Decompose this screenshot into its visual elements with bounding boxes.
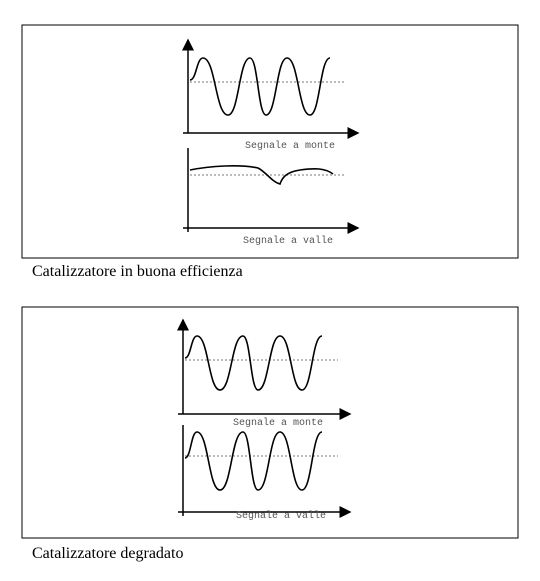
- axis-label: Segnale a monte: [245, 140, 335, 152]
- upstream-wave: [189, 57, 331, 116]
- caption: Catalizzatore in buona efficienza: [32, 263, 243, 280]
- panel-frame: [21, 306, 519, 539]
- axis-label: Segnale a valle: [236, 510, 326, 522]
- caption: Catalizzatore degradato: [32, 545, 183, 562]
- axis-label: Segnale a monte: [233, 417, 323, 429]
- downstream-wave: [189, 165, 334, 185]
- panel-frame: [21, 24, 519, 259]
- downstream-wave: [184, 431, 323, 491]
- axis-label: Segnale a valle: [243, 235, 333, 247]
- upstream-wave: [184, 335, 323, 391]
